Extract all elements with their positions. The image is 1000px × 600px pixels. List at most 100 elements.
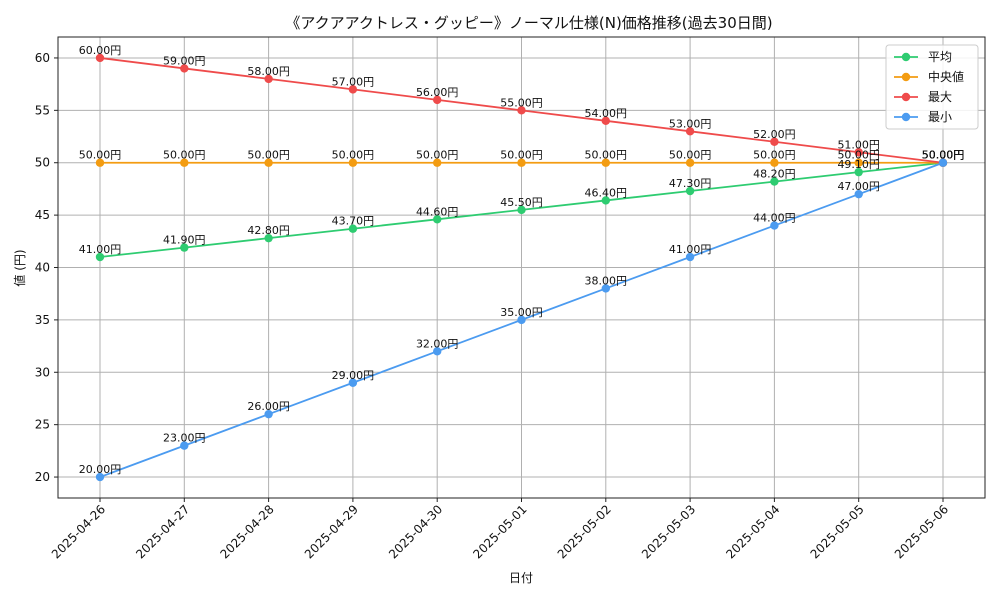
- data-point: [854, 158, 863, 167]
- data-label: 20.00円: [79, 463, 122, 476]
- data-label: 52.00円: [753, 128, 796, 141]
- data-label: 51.00円: [837, 138, 880, 151]
- legend-swatch-marker: [901, 52, 911, 62]
- y-tick-label: 20: [35, 470, 50, 484]
- data-label: 50.00円: [163, 149, 206, 162]
- data-label: 29.00円: [332, 369, 375, 382]
- data-point: [348, 378, 358, 387]
- y-axis-ticks: 20 25 30 35 40 45 50 55 60: [35, 51, 58, 484]
- y-axis-label: 値 (円): [12, 249, 27, 286]
- data-point: [938, 158, 948, 167]
- data-point: [770, 177, 779, 186]
- data-point: [95, 252, 105, 262]
- data-label: 41.90円: [163, 234, 206, 247]
- data-label: 41.00円: [79, 243, 122, 256]
- data-label: 50.00円: [753, 149, 796, 162]
- data-point: [264, 158, 273, 167]
- data-label: 45.50円: [500, 196, 543, 209]
- data-label: 48.20円: [753, 168, 796, 181]
- data-label: 44.60円: [416, 205, 459, 218]
- data-point: [433, 158, 442, 167]
- data-label: 47.30円: [669, 177, 712, 190]
- data-point: [601, 158, 610, 167]
- data-label: 59.00円: [163, 54, 206, 67]
- y-tick-label: 45: [35, 208, 50, 222]
- data-point: [517, 205, 526, 215]
- data-label: 60.00円: [79, 44, 122, 57]
- data-point: [685, 127, 695, 136]
- data-point: [264, 409, 273, 419]
- data-label: 50.00円: [669, 149, 712, 162]
- data-label: 46.40円: [585, 186, 628, 199]
- data-point: [180, 243, 189, 252]
- data-point: [433, 215, 442, 224]
- legend-label: 最大: [928, 90, 952, 104]
- data-label: 32.00円: [416, 337, 459, 350]
- data-point: [180, 441, 189, 450]
- data-point: [348, 158, 358, 167]
- data-label: 35.00円: [500, 306, 543, 319]
- data-label: 23.00円: [163, 432, 206, 445]
- data-label: 50.00円: [247, 149, 290, 162]
- data-point: [770, 221, 779, 230]
- legend-swatch-marker: [901, 112, 911, 122]
- y-tick-label: 60: [35, 51, 50, 65]
- data-label: 50.00円: [416, 149, 459, 162]
- data-label: 41.00円: [669, 243, 712, 256]
- data-point: [854, 148, 863, 157]
- data-label: 43.70円: [332, 215, 375, 228]
- y-tick-label: 25: [35, 418, 50, 432]
- data-point: [95, 158, 105, 167]
- data-label: 57.00円: [332, 75, 375, 88]
- data-point: [348, 224, 358, 233]
- data-point: [517, 106, 526, 115]
- data-label: 47.00円: [837, 180, 880, 193]
- data-point: [854, 167, 863, 177]
- data-point: [770, 158, 779, 167]
- data-label: 50.00円: [79, 149, 122, 162]
- data-point: [601, 116, 610, 126]
- data-point: [180, 64, 189, 73]
- y-tick-label: 50: [35, 156, 50, 170]
- data-labels: 41.00円 41.90円 42.80円 43.70円 44.60円 45.50円 46.4…: [79, 44, 965, 476]
- data-label: 44.00円: [753, 212, 796, 225]
- data-label: 42.80円: [247, 224, 290, 237]
- legend-swatch-marker: [901, 72, 911, 82]
- data-point: [770, 137, 779, 146]
- legend-box: [885, 44, 979, 130]
- data-point: [517, 315, 526, 325]
- data-point: [601, 196, 610, 205]
- data-point: [685, 186, 695, 196]
- data-label: 49.10円: [837, 158, 880, 171]
- data-point: [433, 95, 442, 105]
- data-label: 50.00円: [837, 149, 880, 162]
- x-axis-label: 日付: [509, 571, 533, 585]
- data-label: 58.00円: [247, 65, 290, 78]
- data-point: [601, 284, 610, 293]
- data-point: [95, 472, 105, 482]
- data-label: 50.00円: [922, 149, 965, 162]
- y-tick-label: 40: [35, 261, 50, 275]
- data-point: [264, 233, 273, 243]
- legend-swatch-marker: [901, 92, 911, 102]
- data-point: [95, 53, 105, 63]
- data-label: 55.00円: [500, 96, 543, 109]
- data-label: 26.00円: [247, 400, 290, 413]
- data-label: 56.00円: [416, 86, 459, 99]
- y-tick-label: 30: [35, 365, 50, 379]
- data-point: [685, 158, 695, 167]
- data-point: [264, 74, 273, 84]
- data-label: 50.00円: [585, 149, 628, 162]
- series-points: [95, 53, 948, 482]
- data-label: 54.00円: [585, 107, 628, 120]
- data-point: [685, 252, 695, 262]
- data-point: [517, 158, 526, 167]
- data-label: 50.00円: [922, 149, 965, 162]
- data-label: 50.00円: [922, 149, 965, 162]
- legend-label: 中央値: [928, 69, 964, 84]
- grid-lines: [58, 37, 985, 498]
- data-point: [854, 189, 863, 199]
- legend-label: 平均: [928, 50, 952, 64]
